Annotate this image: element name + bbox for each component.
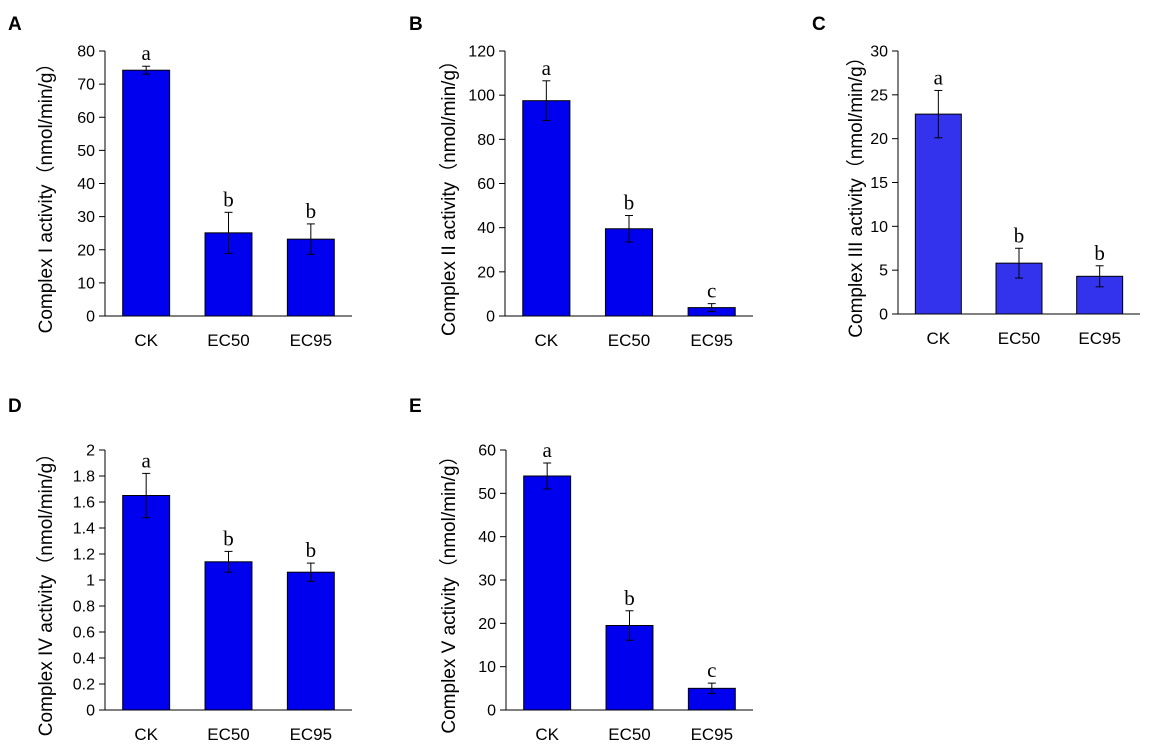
y-tick-label: 40 <box>478 529 496 546</box>
y-axis-title: Complex III activity（nmol/min/g） <box>845 47 867 337</box>
x-category-label: CK <box>134 331 158 350</box>
y-tick-label: 0 <box>86 309 95 326</box>
y-tick-label: 0.2 <box>73 677 95 694</box>
y-tick-label: 1.8 <box>73 469 95 486</box>
panel-letter: A <box>8 14 22 35</box>
panel-letter: E <box>409 396 422 417</box>
y-tick-label: 0.4 <box>73 651 95 668</box>
significance-label: b <box>223 526 234 550</box>
y-tick-label: 0 <box>879 307 888 324</box>
significance-label: b <box>1014 223 1025 247</box>
x-category-label: EC95 <box>1078 329 1121 348</box>
y-tick-label: 30 <box>870 44 888 61</box>
y-tick-label: 20 <box>477 264 495 281</box>
y-axis-title: Complex II activity（nmol/min/g） <box>438 51 460 336</box>
x-category-label: EC50 <box>207 725 250 744</box>
significance-label: b <box>1094 241 1105 265</box>
significance-label: a <box>142 41 152 65</box>
y-tick-label: 80 <box>77 44 95 61</box>
y-tick-label: 50 <box>478 486 496 503</box>
bar <box>914 113 962 315</box>
x-category-label: EC95 <box>691 725 734 744</box>
x-category-label: CK <box>535 725 559 744</box>
panel-e: E 0 10 20 30 40 50 60 Complex V activity（nmol/mi… <box>409 396 753 744</box>
y-tick-label: 30 <box>478 573 496 590</box>
significance-label: a <box>543 438 553 462</box>
y-tick-label: 0.8 <box>73 599 95 616</box>
x-category-label: EC95 <box>290 331 333 350</box>
bar <box>122 69 171 317</box>
y-tick-label: 0.6 <box>73 625 95 642</box>
y-tick-label: 1.4 <box>73 521 95 538</box>
significance-label: b <box>624 586 635 610</box>
x-category-label: EC50 <box>207 331 250 350</box>
y-tick-label: 80 <box>477 132 495 149</box>
bar <box>286 571 335 711</box>
bar <box>604 228 654 317</box>
y-tick-label: 2 <box>86 443 95 460</box>
significance-label: a <box>542 56 552 80</box>
y-tick-label: 100 <box>468 88 495 105</box>
y-tick-label: 60 <box>478 443 496 460</box>
y-tick-label: 0 <box>86 703 95 720</box>
y-tick-label: 10 <box>478 659 496 676</box>
y-axis-title: Complex IV activity（nmol/min/g） <box>35 444 57 736</box>
y-tick-label: 40 <box>77 176 95 193</box>
y-tick-label: 20 <box>870 131 888 148</box>
panel-letter: B <box>409 14 423 35</box>
y-tick-label: 0 <box>487 703 496 720</box>
y-tick-label: 40 <box>477 220 495 237</box>
bar <box>122 495 171 711</box>
y-tick-label: 25 <box>870 87 888 104</box>
x-category-label: CK <box>134 725 158 744</box>
significance-label: b <box>624 191 635 215</box>
y-tick-label: 15 <box>870 175 888 192</box>
x-category-label: CK <box>927 329 951 348</box>
significance-label: b <box>306 199 317 223</box>
y-tick-label: 1.2 <box>73 547 95 564</box>
x-category-label: EC95 <box>290 725 333 744</box>
significance-label: a <box>142 448 152 472</box>
panel-d: D 0 0.2 0.4 0.6 0.8 1 1.2 1.4 1.6 1.8 2 Complex IV a… <box>8 396 352 744</box>
y-axis-title: Complex V activity（nmol/min/g） <box>438 446 460 733</box>
x-category-label: EC95 <box>690 331 733 350</box>
significance-label: c <box>707 658 716 682</box>
y-tick-label: 1 <box>86 573 95 590</box>
x-category-label: CK <box>535 331 559 350</box>
panel-letter: D <box>8 396 22 417</box>
y-tick-label: 60 <box>477 176 495 193</box>
y-axis-title: Complex I activity（nmol/min/g） <box>35 54 57 334</box>
y-tick-label: 10 <box>77 275 95 292</box>
y-tick-label: 0 <box>486 309 495 326</box>
y-tick-label: 30 <box>77 209 95 226</box>
y-tick-label: 70 <box>77 77 95 94</box>
x-category-label: EC50 <box>608 331 651 350</box>
y-tick-label: 20 <box>77 242 95 259</box>
panel-b: B 0 20 40 60 80 100 120 Complex II activity（nmol… <box>409 14 753 350</box>
y-tick-label: 5 <box>879 263 888 280</box>
y-tick-label: 60 <box>77 110 95 127</box>
significance-label: b <box>223 187 234 211</box>
x-category-label: EC50 <box>608 725 651 744</box>
y-tick-label: 50 <box>77 143 95 160</box>
y-tick-label: 120 <box>468 44 495 61</box>
panel-a: A 0 10 20 30 40 50 60 70 80 Complex I activity（nmo… <box>8 14 352 350</box>
y-tick-label: 20 <box>478 616 496 633</box>
panel-letter: C <box>812 14 826 35</box>
bar <box>204 561 253 711</box>
significance-label: b <box>306 538 317 562</box>
bar <box>522 100 571 317</box>
bar <box>523 475 572 711</box>
y-tick-label: 1.6 <box>73 495 95 512</box>
x-category-label: EC50 <box>998 329 1041 348</box>
significance-label: c <box>707 279 716 303</box>
significance-label: a <box>934 65 944 89</box>
y-tick-label: 10 <box>870 219 888 236</box>
